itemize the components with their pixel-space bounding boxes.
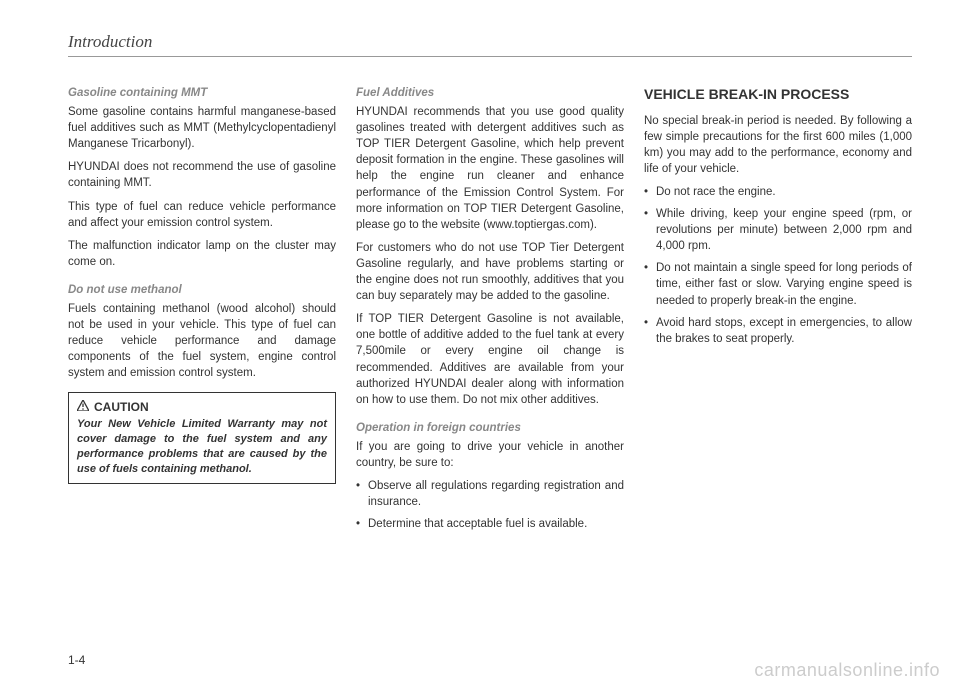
column-2: Fuel Additives HYUNDAI recommends that y… <box>356 85 624 538</box>
paragraph: If TOP TIER Detergent Gasoline is not av… <box>356 311 624 408</box>
bullet-item: Avoid hard stops, except in emergencies,… <box>644 315 912 347</box>
bullet-item: Do not maintain a single speed for long … <box>644 260 912 308</box>
bullet-item: Determine that acceptable fuel is availa… <box>356 516 624 532</box>
bullet-list: Observe all regulations regarding regist… <box>356 478 624 532</box>
subheading-methanol: Do not use methanol <box>68 282 336 298</box>
column-3: VEHICLE BREAK-IN PROCESS No special brea… <box>644 85 912 538</box>
paragraph: If you are going to drive your vehicle i… <box>356 439 624 471</box>
caution-box: CAUTION Your New Vehicle Limited Warrant… <box>68 392 336 484</box>
caution-text: Your New Vehicle Limited Warranty may no… <box>77 417 327 476</box>
watermark: carmanualsonline.info <box>754 660 940 681</box>
paragraph: The malfunction indicator lamp on the cl… <box>68 238 336 270</box>
caution-title: CAUTION <box>77 399 327 416</box>
page-number: 1-4 <box>68 653 85 667</box>
paragraph: For customers who do not use TOP Tier De… <box>356 240 624 304</box>
bullet-item: Observe all regulations regarding regist… <box>356 478 624 510</box>
subheading-foreign: Operation in foreign countries <box>356 420 624 436</box>
paragraph: No special break-in period is needed. By… <box>644 113 912 177</box>
bullet-item: Do not race the engine. <box>644 184 912 200</box>
bullet-list: Do not race the engine. While driving, k… <box>644 184 912 347</box>
paragraph: Fuels containing methanol (wood alcohol)… <box>68 301 336 381</box>
paragraph: HYUNDAI recommends that you use good qua… <box>356 104 624 233</box>
warning-icon <box>77 399 89 416</box>
column-1: Gasoline containing MMT Some gasoline co… <box>68 85 336 538</box>
bullet-item: While driving, keep your engine speed (r… <box>644 206 912 254</box>
caution-label: CAUTION <box>94 399 149 416</box>
paragraph: This type of fuel can reduce vehicle per… <box>68 199 336 231</box>
subheading-mmt: Gasoline containing MMT <box>68 85 336 101</box>
section-heading-breakin: VEHICLE BREAK-IN PROCESS <box>644 85 912 105</box>
manual-page: Introduction Gasoline containing MMT Som… <box>0 0 960 689</box>
paragraph: Some gasoline contains harmful manganese… <box>68 104 336 152</box>
subheading-fuel-additives: Fuel Additives <box>356 85 624 101</box>
paragraph: HYUNDAI does not recommend the use of ga… <box>68 159 336 191</box>
section-title: Introduction <box>68 32 912 52</box>
page-header: Introduction <box>68 32 912 57</box>
content-columns: Gasoline containing MMT Some gasoline co… <box>68 85 912 538</box>
